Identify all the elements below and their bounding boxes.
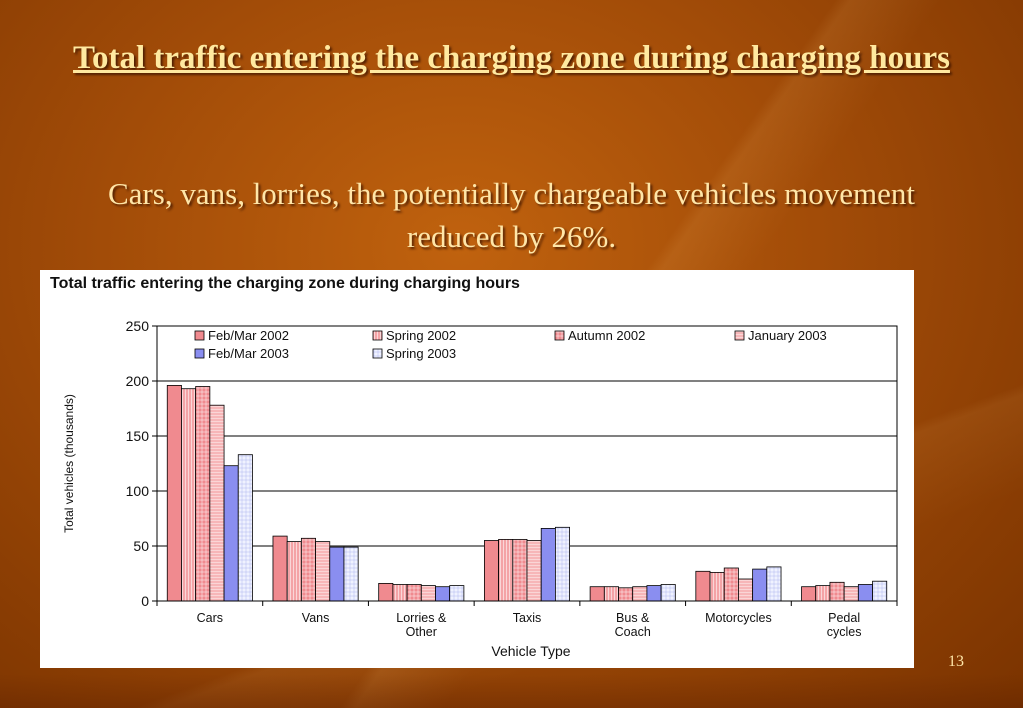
- bar: [603, 586, 619, 602]
- bottom-band: [0, 674, 1023, 708]
- bar-chart: Total traffic entering the charging zone…: [50, 275, 898, 659]
- legend: Feb/Mar 2002 Spring 2002 Autumn 2002 Januar…: [194, 328, 827, 361]
- bar: [406, 584, 422, 602]
- bar: [286, 541, 302, 602]
- y-tick-label: 200: [126, 373, 150, 389]
- bar: [166, 385, 182, 602]
- y-axis-label: Total vehicles (thousands): [62, 394, 76, 533]
- bar: [723, 567, 739, 602]
- bar: [801, 586, 817, 602]
- legend-label: Spring 2002: [386, 328, 456, 343]
- y-tick-label: 250: [126, 318, 150, 334]
- bar: [555, 526, 571, 602]
- bar: [329, 546, 345, 602]
- bar: [589, 586, 605, 602]
- slide-title: Total traffic entering the charging zone…: [73, 40, 950, 76]
- bar: [646, 585, 662, 602]
- bar: [392, 584, 408, 602]
- legend-swatch: [372, 348, 383, 359]
- bar: [223, 465, 239, 602]
- bar: [181, 388, 197, 602]
- bar: [420, 585, 436, 602]
- y-tick-label: 100: [126, 483, 150, 499]
- bar: [815, 585, 831, 602]
- bar: [660, 584, 676, 602]
- legend-swatch: [194, 348, 205, 359]
- bars: [166, 385, 888, 602]
- x-tick-label: Cars: [197, 611, 223, 625]
- axes: [152, 325, 898, 606]
- bar: [709, 571, 725, 602]
- x-tick-label: Coach: [615, 625, 651, 639]
- x-tick-label: cycles: [827, 625, 862, 639]
- bar: [540, 527, 556, 602]
- chart-title: Total traffic entering the charging zone…: [50, 275, 520, 292]
- bar: [483, 540, 499, 602]
- bar: [843, 586, 859, 602]
- y-tick-label: 150: [126, 428, 150, 444]
- legend-label: Feb/Mar 2002: [208, 328, 289, 343]
- y-tick-label: 50: [133, 538, 149, 554]
- x-tick-label: Motorcycles: [705, 611, 772, 625]
- bar: [435, 586, 451, 602]
- bar: [512, 538, 528, 602]
- bar: [498, 538, 514, 602]
- bar: [300, 537, 316, 602]
- bar: [857, 584, 873, 602]
- x-tick-label: Pedal: [828, 611, 860, 625]
- x-tick-label: Lorries &: [396, 611, 447, 625]
- bar: [378, 582, 394, 602]
- bar: [738, 578, 754, 602]
- x-tick-label: Vans: [302, 611, 330, 625]
- bar: [695, 570, 711, 602]
- y-tick-label: 0: [141, 593, 149, 609]
- bar: [872, 580, 888, 602]
- x-axis-label: Vehicle Type: [491, 643, 570, 659]
- legend-label: Spring 2003: [386, 346, 456, 361]
- bar: [829, 581, 845, 602]
- legend-swatch: [372, 330, 383, 341]
- bar: [632, 586, 648, 602]
- legend-swatch: [734, 330, 745, 341]
- slide-subtitle: Cars, vans, lorries, the potentially cha…: [108, 176, 915, 254]
- plot-frame: [156, 325, 898, 602]
- bar: [315, 541, 331, 602]
- bar: [752, 568, 768, 602]
- x-tick-label: Bus &: [616, 611, 650, 625]
- axis-labels: Total traffic entering the charging zone…: [50, 275, 862, 659]
- bar: [343, 546, 359, 602]
- bar: [449, 585, 465, 602]
- bar: [526, 540, 542, 602]
- bar: [618, 587, 634, 602]
- bar: [766, 566, 782, 602]
- bar: [195, 386, 211, 602]
- slide-number: 13: [948, 653, 964, 670]
- legend-swatch: [554, 330, 565, 341]
- legend-swatch: [194, 330, 205, 341]
- bar: [237, 454, 253, 602]
- legend-label: January 2003: [748, 328, 827, 343]
- chart-container: Total traffic entering the charging zone…: [40, 270, 914, 668]
- x-tick-label: Taxis: [513, 611, 541, 625]
- x-tick-label: Other: [406, 625, 437, 639]
- bar: [209, 404, 225, 602]
- legend-label: Feb/Mar 2003: [208, 346, 289, 361]
- bar: [272, 535, 288, 602]
- legend-label: Autumn 2002: [568, 328, 645, 343]
